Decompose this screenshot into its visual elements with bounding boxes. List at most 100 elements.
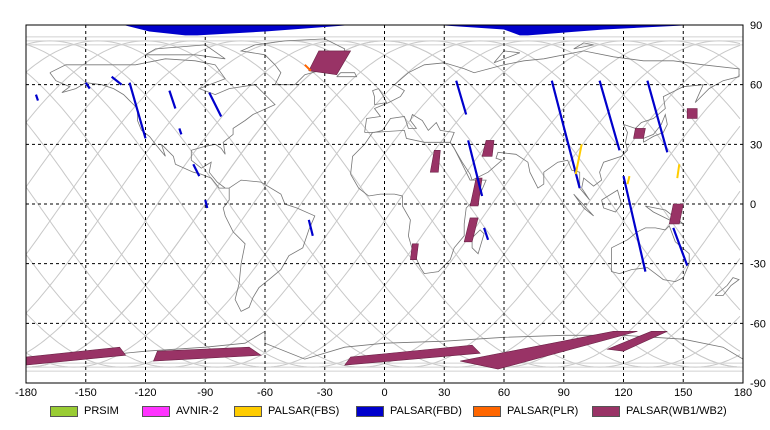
lat-tick-label: 30: [750, 139, 762, 151]
legend-item-palsar-wb: PALSAR(WB1/WB2): [592, 403, 727, 419]
wb-swath: [668, 203, 684, 225]
orbit-arc: [97, 40, 457, 368]
fbd-track: [178, 128, 183, 135]
orbit-arc: [193, 40, 552, 368]
wb-swath: [344, 344, 481, 366]
coastline: [714, 277, 740, 296]
lon-tick-label: 60: [498, 387, 510, 399]
fbd-track: [34, 94, 39, 101]
lon-tick-label: -30: [317, 387, 333, 399]
lon-tick-label: 90: [558, 387, 570, 399]
lat-tick-label: -60: [750, 318, 766, 330]
wb-swath: [463, 217, 479, 243]
legend-swatch-palsar-wb: [592, 405, 620, 417]
lon-tick-label: 150: [674, 387, 692, 399]
fbd-track: [550, 80, 581, 189]
coastline: [471, 229, 485, 255]
wb-swath: [308, 50, 352, 76]
lon-tick-label: 180: [734, 387, 752, 399]
legend-label-prsim: PRSIM: [84, 405, 119, 417]
latitude-tick-labels: 90 60 30 0 -30 -60 -90: [750, 20, 766, 390]
lat-tick-label: 0: [750, 199, 756, 211]
legend-item-palsar-plr: PALSAR(PLR): [473, 403, 578, 419]
orbit-arc: [121, 40, 481, 368]
orbit-arc: [49, 40, 409, 368]
longitude-tick-labels: -180 -150 -120 -90 -60 -30 0 30 60 90 120 150 180: [15, 387, 752, 399]
fbs-track: [574, 144, 583, 175]
lon-tick-label: -180: [15, 387, 37, 399]
legend-label-avnir2: AVNIR-2: [176, 405, 219, 417]
lat-tick-label: 60: [750, 80, 762, 92]
coastline: [601, 189, 622, 213]
fbd-track: [168, 90, 177, 109]
legend-swatch-palsar-plr: [473, 405, 501, 417]
map-frame-border: [25, 24, 744, 384]
orbit-arc: [360, 40, 720, 368]
fbd-track: [307, 219, 314, 237]
lon-tick-label: -90: [197, 387, 213, 399]
wb-swath: [686, 108, 698, 119]
orbit-arc: [312, 40, 672, 368]
lat-tick-label: -30: [750, 259, 766, 271]
fbs-track: [676, 164, 681, 179]
plr-track: [304, 64, 312, 72]
fbd-track: [622, 175, 647, 272]
fbd-track: [455, 80, 468, 115]
wb-swath: [153, 346, 262, 362]
legend: PRSIM AVNIR-2 PALSAR(FBS) PALSAR(FBD) PA…: [0, 400, 770, 422]
coastline: [364, 50, 740, 201]
coverage-layer: [25, 24, 698, 370]
orbit-arc: [241, 40, 600, 368]
coastline: [336, 72, 358, 78]
lon-tick-label: 120: [614, 387, 632, 399]
coastline: [611, 225, 690, 283]
orbit-arc: [169, 40, 528, 368]
legend-item-avnir2: AVNIR-2: [142, 403, 219, 419]
lon-tick-label: -60: [257, 387, 273, 399]
coastline: [643, 113, 668, 143]
lon-tick-label: 0: [381, 387, 387, 399]
orbit-arc: [288, 40, 648, 368]
legend-label-palsar-fbd: PALSAR(FBD): [390, 405, 462, 417]
lon-tick-label: -120: [134, 387, 156, 399]
coastline: [493, 50, 521, 64]
coastline: [372, 88, 388, 105]
legend-label-palsar-fbs: PALSAR(FBS): [268, 405, 340, 417]
fbd-track: [672, 227, 689, 267]
fbd-track: [467, 140, 484, 197]
wb-swath: [410, 243, 419, 260]
fbd-track: [208, 92, 223, 117]
coastline: [350, 129, 487, 275]
fbs-track: [626, 175, 631, 185]
legend-item-palsar-fbd: PALSAR(FBD): [356, 403, 462, 419]
coastlines: [25, 38, 744, 360]
legend-item-prsim: PRSIM: [50, 403, 119, 419]
legend-label-palsar-wb: PALSAR(WB1/WB2): [626, 405, 727, 417]
fbd-track: [110, 75, 123, 86]
fbd-track: [128, 82, 147, 139]
wb-swath: [460, 331, 638, 370]
coastline: [573, 193, 594, 217]
fbd-track: [646, 80, 669, 153]
wb-swath: [606, 331, 668, 352]
lat-tick-label: -90: [750, 378, 766, 390]
coastline: [573, 42, 594, 50]
wb-swath: [633, 128, 646, 139]
fbd-track: [192, 163, 201, 177]
wb-swath: [429, 150, 441, 173]
fbd-track: [84, 82, 91, 90]
orbit-arc: [73, 40, 433, 368]
coastline: [145, 44, 226, 60]
fbd-track: [598, 80, 621, 151]
legend-swatch-palsar-fbs: [234, 405, 262, 417]
lon-tick-label: 30: [438, 387, 450, 399]
fbd-track: [204, 199, 209, 209]
legend-item-palsar-fbs: PALSAR(FBS): [234, 403, 339, 419]
orbit-arc: [217, 40, 576, 368]
legend-swatch-palsar-fbd: [356, 405, 384, 417]
legend-swatch-prsim: [50, 405, 78, 417]
orbit-arc: [25, 40, 741, 368]
legend-swatch-avnir2: [142, 405, 170, 417]
coastline: [49, 58, 276, 189]
